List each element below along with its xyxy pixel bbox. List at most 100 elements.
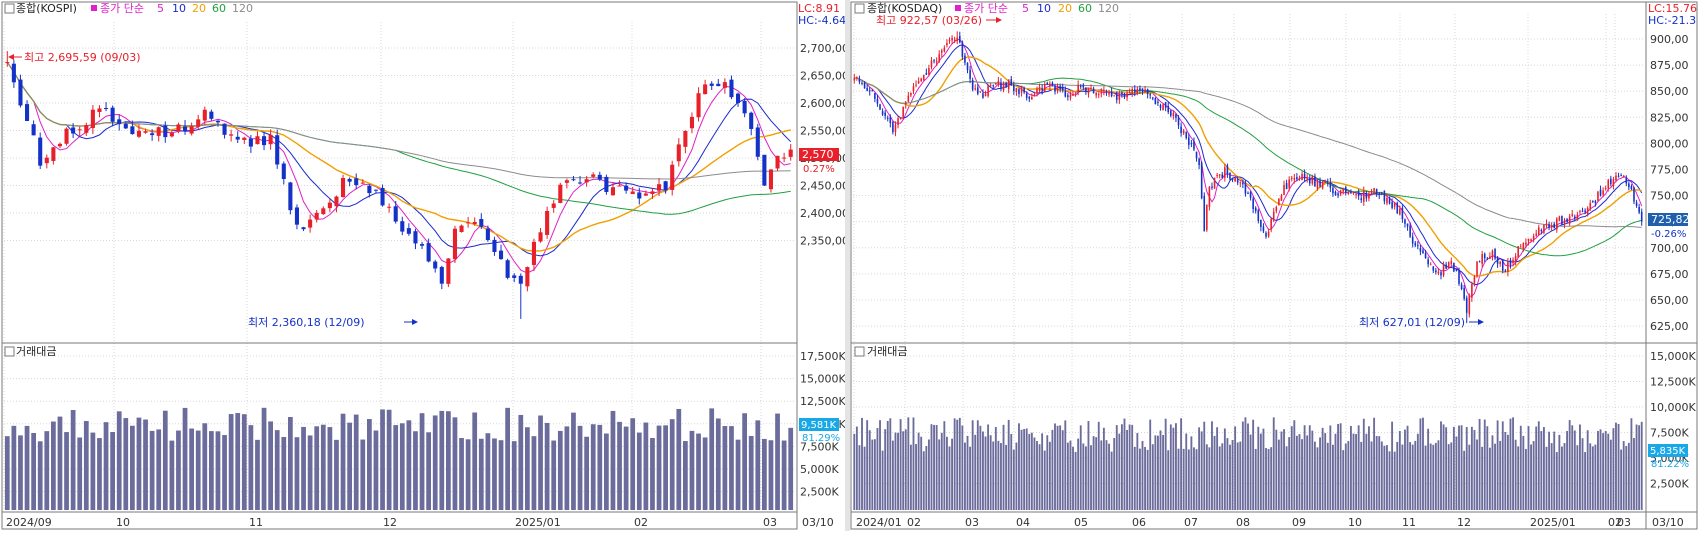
volume-bar[interactable] xyxy=(1056,425,1059,510)
volume-bar[interactable] xyxy=(413,431,418,510)
volume-bar[interactable] xyxy=(347,422,352,510)
candle-down[interactable] xyxy=(209,111,214,119)
candle-down[interactable] xyxy=(1504,270,1507,272)
volume-bar[interactable] xyxy=(169,440,175,510)
volume-bar[interactable] xyxy=(1190,436,1193,510)
volume-bar[interactable] xyxy=(564,426,570,510)
candle-down[interactable] xyxy=(1638,206,1640,213)
volume-bar[interactable] xyxy=(1391,421,1394,510)
candle-down[interactable] xyxy=(1360,198,1363,201)
candle-down[interactable] xyxy=(879,104,881,110)
candle-up[interactable] xyxy=(930,60,933,68)
volume-bar[interactable] xyxy=(1615,422,1617,510)
candle-up[interactable] xyxy=(1555,218,1558,230)
volume-bar[interactable] xyxy=(984,436,987,510)
volume-bar[interactable] xyxy=(1308,425,1311,510)
candle-down[interactable] xyxy=(1406,223,1409,227)
candle-up[interactable] xyxy=(44,157,49,164)
candle-down[interactable] xyxy=(597,174,602,180)
volume-bar[interactable] xyxy=(1509,418,1512,510)
volume-bar[interactable] xyxy=(1072,446,1074,510)
volume-bar[interactable] xyxy=(1272,417,1275,510)
volume-bar[interactable] xyxy=(1069,440,1072,510)
candle-down[interactable] xyxy=(505,260,510,278)
volume-bar[interactable] xyxy=(511,441,517,510)
volume-bar[interactable] xyxy=(393,425,399,510)
volume-bar[interactable] xyxy=(1079,425,1082,510)
candle-down[interactable] xyxy=(858,79,861,82)
candle-down[interactable] xyxy=(420,244,425,246)
candle-up[interactable] xyxy=(1270,218,1272,230)
candle-up[interactable] xyxy=(1393,202,1396,207)
candle-up[interactable] xyxy=(1288,179,1290,188)
candle-down[interactable] xyxy=(578,182,583,184)
candle-up[interactable] xyxy=(189,126,194,134)
volume-bar[interactable] xyxy=(1077,438,1080,510)
candle-up[interactable] xyxy=(1530,239,1532,241)
candle-down[interactable] xyxy=(1190,143,1193,145)
candle-down[interactable] xyxy=(1509,259,1512,265)
volume-bar[interactable] xyxy=(1419,418,1422,510)
volume-bar[interactable] xyxy=(1285,446,1288,510)
candle-up[interactable] xyxy=(946,43,948,46)
candle-down[interactable] xyxy=(1501,259,1504,271)
candle-down[interactable] xyxy=(288,182,293,211)
volume-bar[interactable] xyxy=(1581,438,1584,510)
candle-up[interactable] xyxy=(1527,238,1530,242)
volume-bar[interactable] xyxy=(979,425,982,510)
volume-bar[interactable] xyxy=(881,450,884,510)
volume-bar[interactable] xyxy=(1234,426,1237,510)
volume-bar[interactable] xyxy=(1046,435,1049,510)
candle-down[interactable] xyxy=(1548,224,1550,228)
volume-bar[interactable] xyxy=(1182,448,1185,510)
volume-bar[interactable] xyxy=(1187,449,1190,510)
volume-bar[interactable] xyxy=(1172,427,1175,510)
candle-down[interactable] xyxy=(492,239,497,252)
candle-down[interactable] xyxy=(1592,200,1594,202)
candle-up[interactable] xyxy=(1206,204,1208,230)
candle-up[interactable] xyxy=(1579,211,1581,213)
volume-bar[interactable] xyxy=(1473,430,1476,510)
volume-bar[interactable] xyxy=(189,428,194,510)
volume-bar[interactable] xyxy=(1146,449,1149,510)
volume-bar[interactable] xyxy=(334,439,339,510)
candle-up[interactable] xyxy=(1126,93,1128,98)
volume-bar[interactable] xyxy=(1568,420,1571,510)
candle-down[interactable] xyxy=(275,135,280,165)
candle-up[interactable] xyxy=(853,78,856,81)
volume-bar[interactable] xyxy=(976,420,979,510)
candle-down[interactable] xyxy=(604,176,609,192)
volume-bar[interactable] xyxy=(1607,433,1610,510)
volume-bar[interactable] xyxy=(1154,435,1157,510)
volume-bar[interactable] xyxy=(1036,441,1038,510)
volume-bar[interactable] xyxy=(1162,434,1165,510)
volume-bar[interactable] xyxy=(1424,445,1427,510)
volume-bar[interactable] xyxy=(498,440,504,510)
candle-up[interactable] xyxy=(1607,179,1610,189)
volume-bar[interactable] xyxy=(1350,425,1352,510)
volume-bar[interactable] xyxy=(1259,433,1262,510)
candle-up[interactable] xyxy=(1239,182,1242,184)
candle-down[interactable] xyxy=(281,163,286,180)
candle-up[interactable] xyxy=(551,203,556,208)
candle-up[interactable] xyxy=(630,191,635,195)
candle-up[interactable] xyxy=(940,50,943,53)
candle-down[interactable] xyxy=(969,69,971,79)
candle-down[interactable] xyxy=(1396,202,1399,214)
volume-bar[interactable] xyxy=(24,425,30,510)
volume-bar[interactable] xyxy=(855,426,858,510)
volume-bar[interactable] xyxy=(1239,441,1242,510)
candle-down[interactable] xyxy=(1581,210,1584,212)
volume-bar[interactable] xyxy=(1344,443,1347,510)
candle-down[interactable] xyxy=(1494,248,1496,259)
volume-bar[interactable] xyxy=(452,417,458,510)
candle-up[interactable] xyxy=(1172,113,1175,117)
volume-bar[interactable] xyxy=(1584,452,1587,510)
volume-bar[interactable] xyxy=(1247,423,1249,510)
candle-up[interactable] xyxy=(1136,89,1139,94)
volume-bar[interactable] xyxy=(314,426,320,510)
candle-up[interactable] xyxy=(564,180,569,183)
volume-bar[interactable] xyxy=(997,440,1000,510)
candle-down[interactable] xyxy=(294,207,299,225)
volume-bar[interactable] xyxy=(1620,449,1623,510)
